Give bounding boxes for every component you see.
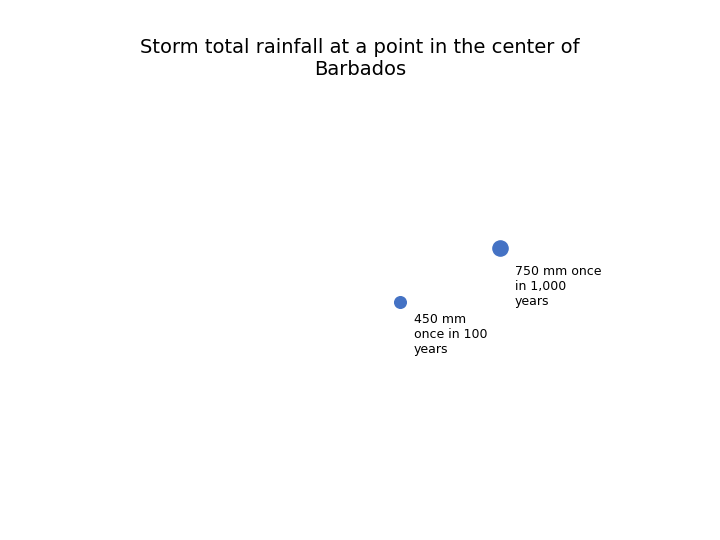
Text: Storm total rainfall at a point in the center of
Barbados: Storm total rainfall at a point in the c… [140, 38, 580, 79]
Point [394, 298, 405, 307]
Text: 450 mm
once in 100
years: 450 mm once in 100 years [414, 313, 487, 356]
Point [495, 244, 506, 253]
Text: 750 mm once
in 1,000
years: 750 mm once in 1,000 years [515, 265, 601, 308]
